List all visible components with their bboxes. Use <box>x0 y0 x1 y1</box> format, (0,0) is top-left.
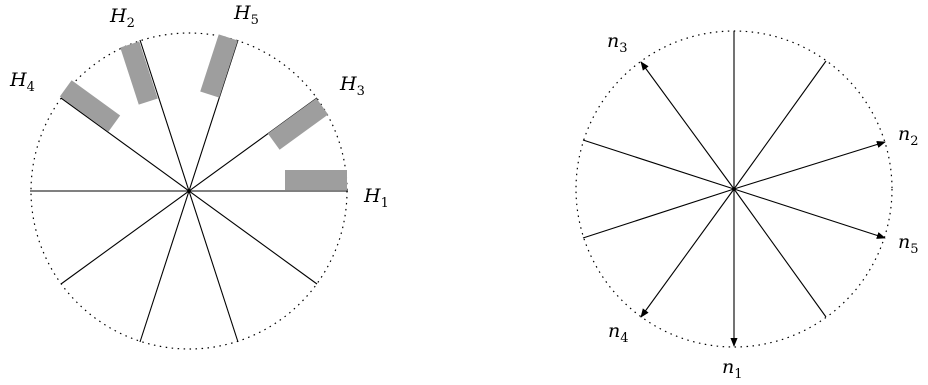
left-bars <box>59 34 347 190</box>
label-n5: n5 <box>898 231 919 257</box>
label-n2: n2 <box>898 123 919 149</box>
left-line-5 <box>139 39 239 343</box>
bar-h1 <box>285 170 347 190</box>
label-n3: n3 <box>607 30 628 56</box>
right-diagram: n1 n2 n3 n4 n5 <box>575 30 919 382</box>
bar-h5 <box>200 34 238 98</box>
right-line-wnw <box>582 139 735 190</box>
label-h1: H1 <box>363 185 389 211</box>
right-labels: n1 n2 n3 n4 n5 <box>607 30 919 382</box>
bar-h2 <box>120 41 158 105</box>
arrow-n4 <box>640 188 735 318</box>
label-n1: n1 <box>722 356 743 382</box>
arrow-n2 <box>733 140 886 190</box>
label-h3: H3 <box>339 73 365 99</box>
arrow-n5 <box>733 188 886 239</box>
label-n4: n4 <box>608 320 629 346</box>
left-diagram: H1 H2 H3 H4 H5 <box>9 2 389 350</box>
arrow-n3 <box>640 61 735 190</box>
label-h4: H4 <box>9 69 35 95</box>
right-line-wsw <box>582 188 735 239</box>
left-labels: H1 H2 H3 H4 H5 <box>9 2 389 211</box>
right-line-se <box>733 188 827 318</box>
right-lines <box>582 31 827 318</box>
right-arrows <box>640 61 886 347</box>
bar-h4 <box>59 80 121 132</box>
right-line-ne <box>733 60 827 190</box>
bar-h3 <box>267 98 329 150</box>
label-h5: H5 <box>233 2 259 28</box>
label-h2: H2 <box>109 5 135 31</box>
